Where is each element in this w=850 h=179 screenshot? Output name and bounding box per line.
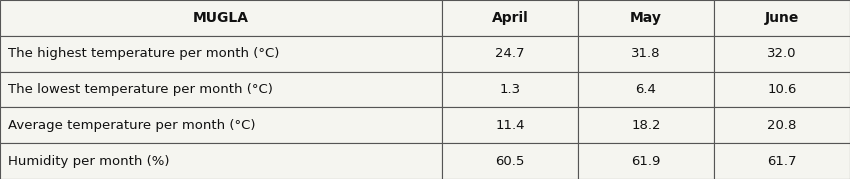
Text: 24.7: 24.7: [496, 47, 524, 60]
Bar: [578, 36, 714, 72]
Bar: [0, 72, 442, 107]
Bar: [714, 0, 850, 36]
Bar: [0, 107, 442, 143]
Bar: [442, 36, 578, 72]
Text: MUGLA: MUGLA: [193, 11, 249, 25]
Text: The lowest temperature per month (°C): The lowest temperature per month (°C): [8, 83, 274, 96]
Text: 31.8: 31.8: [632, 47, 660, 60]
Text: 6.4: 6.4: [636, 83, 656, 96]
Bar: [0, 36, 442, 72]
Text: June: June: [765, 11, 799, 25]
Text: 11.4: 11.4: [496, 119, 524, 132]
Bar: [714, 36, 850, 72]
Bar: [442, 72, 578, 107]
Text: 20.8: 20.8: [768, 119, 796, 132]
Text: Humidity per month (%): Humidity per month (%): [8, 155, 170, 168]
Text: 1.3: 1.3: [500, 83, 520, 96]
Bar: [0, 143, 442, 179]
Text: April: April: [491, 11, 529, 25]
Bar: [0, 0, 442, 36]
Bar: [442, 0, 578, 36]
Text: 61.7: 61.7: [768, 155, 796, 168]
Text: 10.6: 10.6: [768, 83, 796, 96]
Bar: [714, 107, 850, 143]
Text: Average temperature per month (°C): Average temperature per month (°C): [8, 119, 256, 132]
Text: 61.9: 61.9: [632, 155, 660, 168]
Text: 18.2: 18.2: [632, 119, 660, 132]
Bar: [442, 143, 578, 179]
Bar: [578, 72, 714, 107]
Bar: [714, 143, 850, 179]
Text: May: May: [630, 11, 662, 25]
Text: The highest temperature per month (°C): The highest temperature per month (°C): [8, 47, 280, 60]
Text: 60.5: 60.5: [496, 155, 524, 168]
Text: 32.0: 32.0: [768, 47, 796, 60]
Bar: [578, 107, 714, 143]
Bar: [578, 143, 714, 179]
Bar: [578, 0, 714, 36]
Bar: [714, 72, 850, 107]
Bar: [442, 107, 578, 143]
